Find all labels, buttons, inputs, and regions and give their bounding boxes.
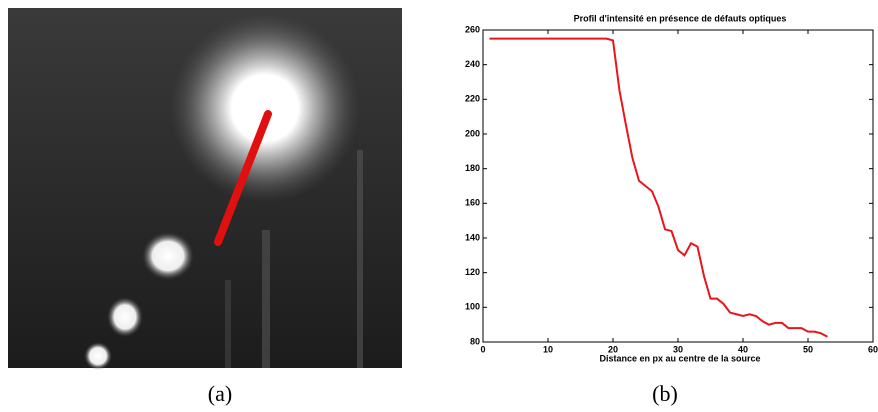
chart-title: Profil d'intensité en présence de défaut…: [574, 13, 787, 23]
y-tick-label: 80: [470, 336, 480, 346]
photo: [8, 8, 402, 370]
y-tick-label: 180: [465, 163, 480, 173]
y-tick-label: 260: [465, 24, 480, 34]
x-tick-label: 10: [543, 344, 553, 354]
caption: (a): [208, 381, 232, 406]
caption: (b): [652, 381, 678, 406]
x-axis-label: Distance en px au centre de la source: [599, 353, 760, 363]
y-tick-label: 160: [465, 198, 480, 208]
x-tick-label: 40: [738, 344, 748, 354]
y-tick-label: 240: [465, 59, 480, 69]
data-line: [489, 37, 828, 338]
x-tick-label: 0: [480, 344, 485, 354]
x-tick-label: 60: [868, 344, 878, 354]
y-tick-label: 140: [465, 232, 480, 242]
x-tick-label: 20: [608, 344, 618, 354]
plot-frame: [482, 29, 874, 343]
x-tick-label: 30: [673, 344, 683, 354]
x-tick-label: 50: [803, 344, 813, 354]
y-tick-label: 200: [465, 128, 480, 138]
y-tick-label: 120: [465, 267, 480, 277]
y-tick-label: 220: [465, 94, 480, 104]
y-tick-label: 100: [465, 302, 480, 312]
